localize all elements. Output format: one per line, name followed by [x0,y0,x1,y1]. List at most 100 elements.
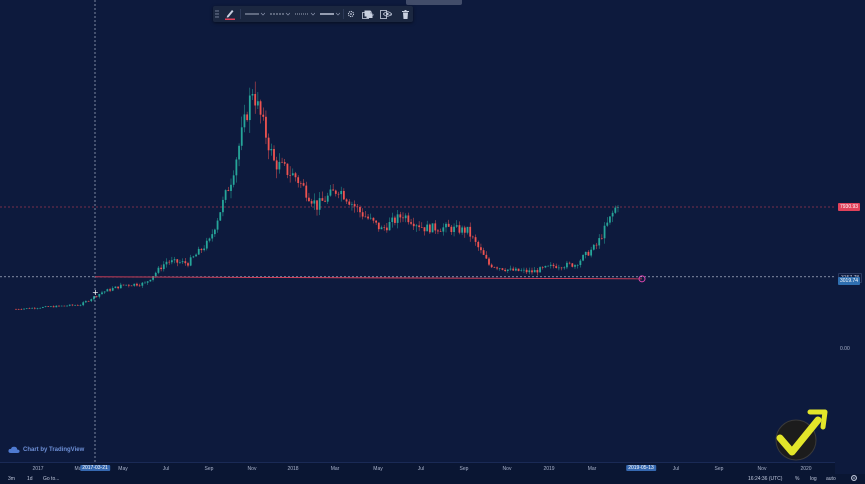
candle-body [47,306,50,307]
candle-body [329,189,332,196]
time-label: Jul [417,466,425,472]
drag-handle-icon[interactable] [213,6,221,22]
candle-body [98,294,101,297]
line-width-icon[interactable] [317,6,342,22]
price-axis[interactable] [835,0,865,462]
time-axis[interactable]: 2017 Ma 2017-03-21 May Jul Sep Nov 2018 … [0,462,835,475]
interval-3m-button[interactable]: 3m [8,476,15,482]
candle-body [525,269,528,273]
candle-body [17,309,20,310]
utc-clock[interactable]: 16:24:36 (UTC) [748,476,783,482]
candle-body [95,296,98,297]
line-style-dot-icon[interactable] [292,6,317,22]
candle-body [611,212,614,217]
candle-body [82,302,85,306]
candle-body [453,226,455,233]
interval-1d-button[interactable]: 1d [27,476,33,482]
candle-body [582,255,584,261]
candle-body [114,286,117,289]
candle-body [342,190,345,200]
candle-body [445,223,447,228]
candle-body [351,204,353,205]
candle-body [294,173,297,178]
support-trend-line[interactable] [94,276,643,280]
candle-body [31,307,34,309]
candle-body [437,230,439,232]
candle-body [584,251,587,256]
candle-body [598,238,601,246]
candle-body [348,201,351,205]
candles-group [15,81,619,310]
candle-body [574,265,576,267]
time-label: 2018 [287,466,299,472]
candle-body [480,247,482,251]
candle-body [106,289,109,292]
candle-body [286,163,289,175]
time-label: 2017 [32,466,44,472]
trend-line-handle[interactable] [638,275,646,283]
candle-body [141,282,144,286]
crosshair-cursor-icon: + [92,288,99,297]
gear-icon[interactable] [344,6,358,22]
candle-body [590,249,593,256]
candle-body [466,226,469,233]
candle-body [509,268,512,270]
candle-body [455,225,458,227]
candle-body [170,260,173,263]
line-style-solid-icon[interactable] [242,6,267,22]
candle-body [192,256,195,258]
candle-body [248,95,251,121]
candle-body [84,301,87,303]
floating-tooltip-tab [406,0,462,5]
candle-body [485,254,488,259]
candle-body [568,262,571,264]
candle-body [514,268,517,271]
candle-body [539,267,541,273]
goto-date-button[interactable]: Go to... [43,476,60,482]
percent-toggle[interactable]: % [795,476,800,482]
candle-body [281,161,283,163]
time-label: Nov [247,466,257,472]
candle-body [324,200,326,202]
candle-body [200,248,203,251]
candle-body [385,227,388,231]
candle-body [316,200,318,210]
candle-body [523,269,525,271]
candle-body [270,149,273,151]
candle-body [318,198,321,210]
candle-body [332,189,335,191]
watermark-text: Chart by TradingView [23,447,85,453]
candle-body [431,223,434,233]
candle-body [367,216,369,219]
candle-body [208,238,211,241]
log-toggle[interactable]: log [810,476,817,482]
candle-body [415,225,418,227]
candle-body [103,291,106,293]
lock-icon[interactable] [363,6,375,22]
candle-body [474,237,477,242]
candle-body [101,292,103,295]
candle-body [396,214,399,223]
candle-body [428,224,431,233]
candle-body [566,262,568,268]
candle-body [404,215,407,219]
candle-body [246,114,249,121]
tradingview-watermark[interactable]: Chart by TradingView [8,446,84,454]
candle-body [555,266,558,268]
candle-body [283,162,286,164]
pencil-icon[interactable] [222,6,238,22]
candle-body [434,223,437,231]
price-chart[interactable]: + [0,0,835,462]
candle-body [50,306,52,307]
auto-toggle[interactable]: auto [826,476,836,482]
gear-icon[interactable] [850,474,858,484]
trash-icon[interactable] [398,6,412,22]
eye-icon[interactable] [380,6,394,22]
chart-pane[interactable]: + [0,0,835,462]
candle-body [149,279,152,282]
time-label: Mar [330,466,340,472]
candle-body [55,305,58,308]
candle-body [512,268,515,271]
candle-body [506,269,509,271]
line-style-dash-icon[interactable] [267,6,292,22]
